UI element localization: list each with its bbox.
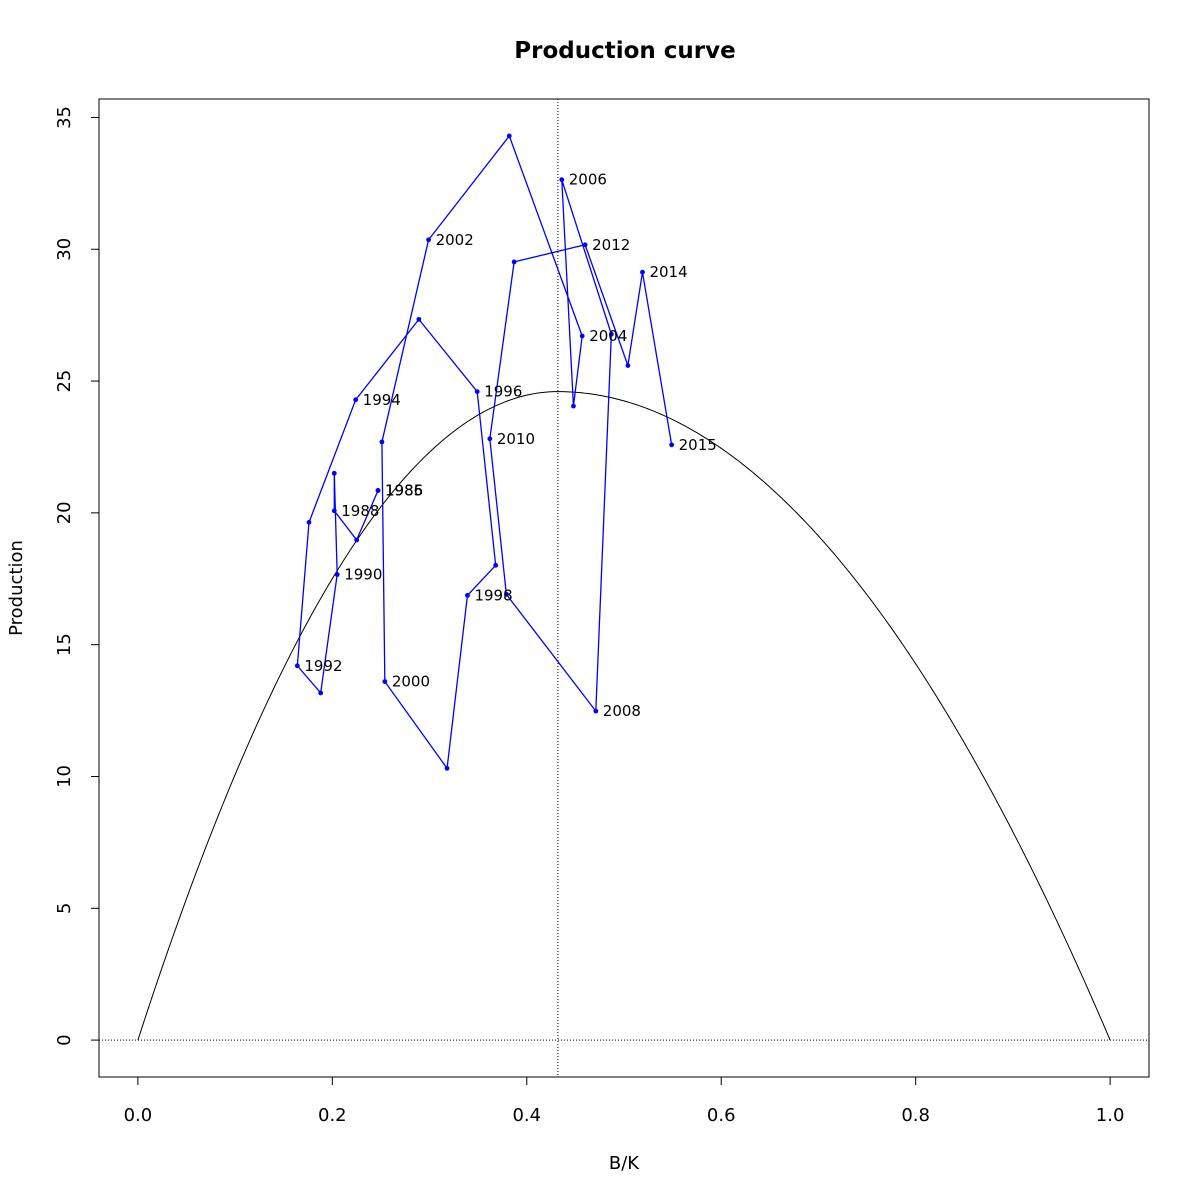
year-label: 2014 xyxy=(649,263,687,281)
year-label: 2004 xyxy=(589,327,627,345)
year-label: 1988 xyxy=(341,502,379,520)
y-tick-label: 30 xyxy=(54,238,75,261)
data-point xyxy=(416,316,422,322)
year-label: 2010 xyxy=(497,430,535,448)
series-layer xyxy=(294,133,675,771)
data-point xyxy=(506,133,512,139)
year-label: 1994 xyxy=(363,391,401,409)
data-point xyxy=(511,259,517,265)
chart-title: Production curve xyxy=(514,38,735,64)
data-point xyxy=(571,403,576,409)
data-point xyxy=(306,519,312,525)
x-axis: 0.0 0.2 0.4 0.6 0.8 1.0 xyxy=(124,1077,1125,1126)
year-label: 2000 xyxy=(392,673,430,691)
y-tick-label: 25 xyxy=(54,370,75,393)
x-tick-label: 0.0 xyxy=(124,1105,153,1126)
year-label: 1990 xyxy=(344,566,382,584)
data-point xyxy=(465,592,470,598)
year-label: 2015 xyxy=(679,436,717,454)
x-axis-label: B/K xyxy=(609,1153,640,1174)
data-point xyxy=(354,537,360,543)
year-label: 1996 xyxy=(484,383,522,401)
data-point xyxy=(334,572,340,577)
x-tick-label: 0.4 xyxy=(512,1105,541,1126)
data-point xyxy=(331,470,337,476)
data-point xyxy=(426,237,431,243)
data-point xyxy=(579,333,585,339)
y-axis-label: Production xyxy=(6,540,27,636)
y-tick-label: 20 xyxy=(54,501,75,524)
x-tick-label: 0.8 xyxy=(901,1105,930,1126)
data-point xyxy=(379,439,385,445)
year-label: 2002 xyxy=(436,231,474,249)
data-point xyxy=(503,591,509,597)
data-point xyxy=(640,269,645,275)
x-tick-label: 1.0 xyxy=(1096,1105,1125,1126)
data-point xyxy=(669,442,675,448)
data-point xyxy=(493,562,499,568)
y-axis: 0 5 10 15 20 25 30 35 xyxy=(54,106,99,1046)
catch-biomass-trajectory-line xyxy=(296,134,673,771)
reference-lines xyxy=(99,99,1149,1077)
y-tick-label: 5 xyxy=(54,903,75,914)
data-point xyxy=(375,488,381,493)
year-label: 2012 xyxy=(592,236,630,254)
year-label: 1992 xyxy=(304,657,342,675)
data-point xyxy=(582,242,588,248)
plot-frame xyxy=(98,98,1150,1078)
year-label: 2008 xyxy=(603,702,641,720)
x-tick-label: 0.2 xyxy=(318,1105,347,1126)
data-point xyxy=(625,363,631,368)
year-label: 2006 xyxy=(569,171,607,189)
data-point xyxy=(474,389,480,395)
data-point xyxy=(294,663,300,669)
data-point xyxy=(559,177,565,183)
x-tick-label: 0.6 xyxy=(707,1105,736,1126)
y-tick-label: 10 xyxy=(54,765,75,788)
data-point xyxy=(487,436,493,442)
data-point xyxy=(593,708,599,714)
year-label: 1985 xyxy=(385,481,423,499)
y-tick-label: 15 xyxy=(54,633,75,656)
y-tick-label: 0 xyxy=(54,1034,75,1045)
data-point xyxy=(608,331,614,337)
data-point xyxy=(444,765,450,771)
year-label: 1986 xyxy=(385,481,423,499)
data-point xyxy=(353,397,359,403)
data-point xyxy=(318,690,324,696)
data-point xyxy=(382,679,388,684)
data-point xyxy=(331,508,337,514)
year-label: 1998 xyxy=(474,586,512,604)
y-tick-label: 35 xyxy=(54,106,75,129)
